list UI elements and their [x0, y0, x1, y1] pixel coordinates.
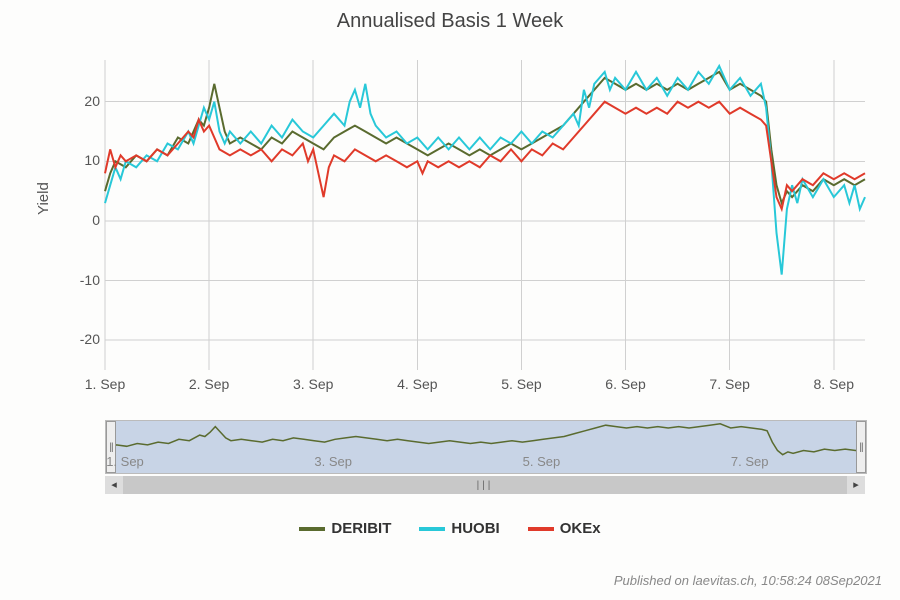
legend-item-deribit[interactable]: DERIBIT: [299, 520, 391, 537]
footer-text: Published on laevitas.ch, 10:58:24 08Sep…: [614, 573, 882, 588]
nav-tick: 5. Sep: [523, 454, 561, 469]
x-tick: 1. Sep: [85, 376, 125, 392]
scroll-right-icon[interactable]: ▸: [847, 476, 865, 494]
x-tick: 5. Sep: [501, 376, 541, 392]
nav-tick: 7. Sep: [731, 454, 769, 469]
y-axis-label: Yield: [35, 182, 52, 215]
x-tick: 2. Sep: [189, 376, 229, 392]
legend: DERIBIT HUOBI OKEx: [0, 520, 900, 537]
main-plot: [105, 60, 865, 370]
nav-tick: 1. Sep: [106, 454, 144, 469]
legend-item-huobi[interactable]: HUOBI: [419, 520, 499, 537]
legend-swatch: [419, 527, 445, 531]
legend-swatch: [299, 527, 325, 531]
scroll-grip-icon[interactable]: |||: [123, 480, 847, 491]
legend-item-okex[interactable]: OKEx: [528, 520, 601, 537]
series-deribit: [105, 72, 865, 203]
y-tick: -20: [60, 331, 100, 347]
x-tick: 3. Sep: [293, 376, 333, 392]
navigator-series: [106, 424, 866, 455]
scroll-left-icon[interactable]: ◂: [105, 476, 123, 494]
series-okex: [105, 102, 865, 209]
x-tick: 8. Sep: [814, 376, 854, 392]
nav-handle-right[interactable]: ||: [856, 421, 866, 473]
nav-tick: 3. Sep: [314, 454, 352, 469]
legend-swatch: [528, 527, 554, 531]
x-tick: 6. Sep: [605, 376, 645, 392]
x-tick: 4. Sep: [397, 376, 437, 392]
y-tick: 20: [60, 93, 100, 109]
series-huobi: [105, 66, 865, 275]
y-tick: 10: [60, 152, 100, 168]
y-tick: -10: [60, 272, 100, 288]
y-tick: 0: [60, 212, 100, 228]
scrollbar[interactable]: ◂ ||| ▸: [105, 476, 865, 494]
chart-title: Annualised Basis 1 Week: [0, 10, 900, 33]
x-tick: 7. Sep: [709, 376, 749, 392]
